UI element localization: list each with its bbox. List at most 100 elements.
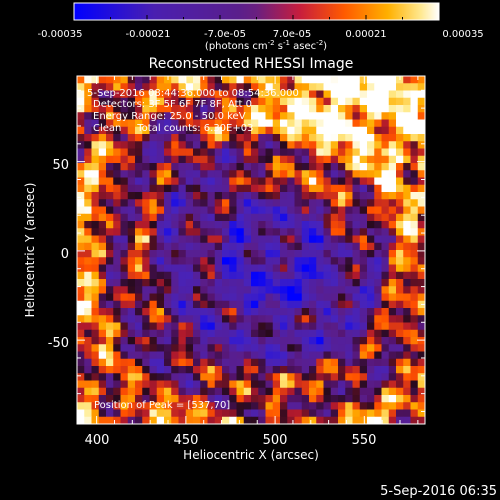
- heatmap-cell: [345, 184, 353, 193]
- heatmap-cell: [316, 148, 324, 157]
- heatmap-cell: [178, 76, 187, 84]
- heatmap-cell: [106, 329, 114, 338]
- heatmap-cell: [229, 409, 237, 418]
- heatmap-cell: [106, 387, 114, 396]
- heatmap-cell: [222, 177, 230, 186]
- heatmap-cell: [345, 337, 353, 345]
- heatmap-cell: [106, 141, 114, 149]
- heatmap-cell: [178, 300, 187, 309]
- heatmap-cell: [403, 293, 411, 302]
- heatmap-cell: [207, 344, 216, 352]
- heatmap-cell: [323, 170, 332, 178]
- heatmap-cell: [396, 387, 404, 396]
- heatmap-cell: [287, 155, 295, 164]
- heatmap-cell: [345, 373, 353, 381]
- heatmap-cell: [185, 387, 194, 396]
- heatmap-cell: [207, 380, 216, 389]
- heatmap-cell: [113, 228, 121, 236]
- heatmap-cell: [207, 228, 216, 236]
- heatmap-cell: [323, 279, 332, 287]
- heatmap-cell: [258, 329, 266, 338]
- heatmap-cell: [258, 293, 266, 302]
- heatmap-cell: [330, 97, 339, 106]
- heatmap-cell: [207, 279, 216, 287]
- heatmap-cell: [185, 264, 194, 273]
- heatmap-cell: [251, 155, 259, 164]
- heatmap-cell: [301, 358, 310, 367]
- heatmap-cell: [77, 170, 85, 178]
- heatmap-cell: [120, 308, 129, 316]
- heatmap-cell: [403, 264, 411, 273]
- colorbar-tick-label: 0.00035: [442, 29, 483, 40]
- heatmap-cell: [330, 409, 339, 418]
- heatmap-cell: [323, 163, 332, 171]
- heatmap-cell: [309, 257, 317, 265]
- heatmap-cell: [243, 257, 252, 265]
- heatmap-cell: [265, 315, 274, 323]
- heatmap-cell: [142, 300, 150, 309]
- heatmap-cell: [272, 97, 281, 106]
- heatmap-cell: [367, 221, 375, 229]
- heatmap-cell: [388, 184, 397, 193]
- heatmap-cell: [222, 76, 230, 84]
- heatmap-cell: [265, 126, 274, 135]
- heatmap-cell: [280, 322, 288, 331]
- heatmap-cell: [106, 366, 114, 374]
- heatmap-cell: [330, 141, 339, 149]
- heatmap-cell: [388, 141, 397, 149]
- heatmap-cell: [251, 257, 259, 265]
- heatmap-cell: [236, 300, 245, 309]
- heatmap-cell: [77, 90, 85, 99]
- heatmap-cell: [294, 242, 303, 251]
- heatmap-cell: [265, 141, 274, 149]
- footer-timestamp: 5-Sep-2016 06:35: [380, 484, 497, 499]
- heatmap-cell: [338, 322, 346, 331]
- heatmap-cell: [323, 126, 332, 135]
- heatmap-cell: [164, 213, 172, 222]
- heatmap-cell: [120, 402, 129, 410]
- heatmap-cell: [106, 177, 114, 186]
- heatmap-cell: [200, 380, 208, 389]
- heatmap-cell: [359, 279, 368, 287]
- heatmap-cell: [222, 213, 230, 222]
- heatmap-cell: [164, 134, 172, 142]
- heatmap-cell: [338, 329, 346, 338]
- heatmap-cell: [98, 293, 107, 302]
- heatmap-cell: [127, 300, 136, 309]
- heatmap-cell: [381, 119, 390, 128]
- heatmap-cell: [338, 112, 346, 120]
- heatmap-cell: [374, 235, 382, 244]
- heatmap-cell: [352, 308, 361, 316]
- heatmap-cell: [113, 199, 121, 207]
- heatmap-cell: [251, 134, 259, 142]
- heatmap-cell: [396, 293, 404, 302]
- heatmap-cell: [316, 366, 324, 374]
- colorbar-gradient: [74, 3, 439, 20]
- heatmap-cell: [258, 177, 266, 186]
- heatmap-cell: [403, 119, 411, 128]
- heatmap-cell: [374, 402, 382, 410]
- heatmap-cell: [352, 409, 361, 418]
- heatmap-cell: [106, 184, 114, 193]
- heatmap-cell: [381, 271, 390, 280]
- heatmap-cell: [294, 177, 303, 186]
- heatmap-cell: [113, 213, 121, 222]
- heatmap-cell: [135, 271, 143, 280]
- heatmap-cell: [164, 366, 172, 374]
- heatmap-cell: [222, 264, 230, 273]
- heatmap-cell: [84, 206, 92, 215]
- heatmap-cell: [258, 141, 266, 149]
- heatmap-cell: [200, 155, 208, 164]
- heatmap-cell: [207, 235, 216, 244]
- heatmap-cell: [77, 351, 85, 360]
- heatmap-cell: [193, 177, 201, 186]
- heatmap-cell: [323, 90, 332, 99]
- heatmap-cell: [193, 184, 201, 193]
- y-tick-label: 50: [52, 158, 69, 173]
- heatmap-cell: [265, 105, 274, 113]
- heatmap-cell: [106, 170, 114, 178]
- heatmap-cell: [272, 250, 281, 258]
- heatmap-cell: [417, 163, 425, 171]
- heatmap-cell: [200, 395, 208, 403]
- heatmap-cell: [222, 337, 230, 345]
